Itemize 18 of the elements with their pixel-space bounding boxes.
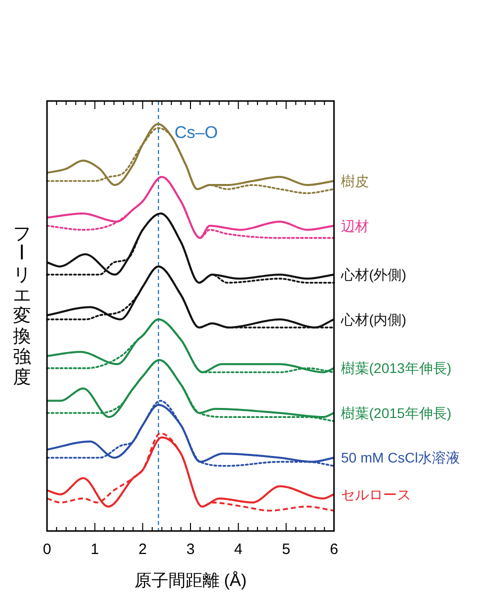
- x-tick-label: 6: [330, 541, 338, 558]
- series-label: 心材(外側): [340, 266, 406, 283]
- series-label: 50 mM CsCl水溶液: [341, 450, 460, 466]
- x-tick-label: 3: [186, 541, 195, 558]
- x-tick-label: 4: [234, 541, 243, 558]
- series-label: 樹葉(2015年伸長): [341, 404, 452, 421]
- series-label: 樹葉(2013年伸長): [341, 360, 452, 376]
- x-axis-title: 原子間距離 (Å): [134, 571, 247, 590]
- series-label: 心材(内側): [340, 311, 406, 328]
- series-label: 樹皮: [341, 172, 369, 189]
- series-label: セルロース: [341, 486, 411, 502]
- ref-line-label: Cs–O: [174, 123, 218, 142]
- x-tick-label: 1: [90, 541, 100, 558]
- y-axis-title: フーリエ変換強度: [10, 223, 31, 387]
- series-label: 辺材: [341, 218, 369, 234]
- x-tick-label: 2: [138, 541, 147, 558]
- x-tick-label: 5: [282, 541, 290, 558]
- x-tick-label: 0: [42, 541, 52, 558]
